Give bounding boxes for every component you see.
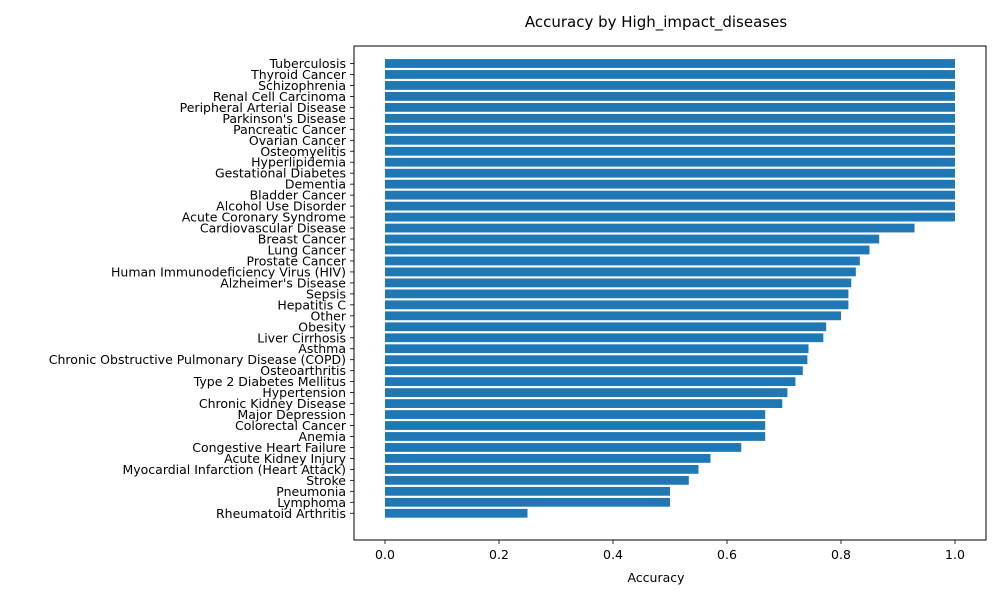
y-tick-label: Congestive Heart Failure — [192, 440, 346, 455]
x-tick-label: 0.2 — [489, 547, 509, 562]
chart-title: Accuracy by High_impact_diseases — [525, 13, 787, 32]
x-tick-label: 0.0 — [375, 547, 395, 562]
bar — [385, 486, 670, 496]
x-tick-label: 0.8 — [831, 547, 851, 562]
y-tick-label: Ovarian Cancer — [249, 133, 347, 148]
y-tick-label: Obesity — [298, 319, 346, 334]
bar — [385, 475, 689, 485]
bar — [385, 124, 955, 134]
bar — [385, 179, 955, 189]
x-axis-label: Accuracy — [627, 570, 685, 585]
bar — [385, 377, 796, 387]
y-tick-label: Colorectal Cancer — [235, 418, 347, 433]
y-tick-label: Acute Coronary Syndrome — [182, 210, 347, 225]
y-tick-label: Gestational Diabetes — [215, 166, 346, 181]
y-tick-label: Alcohol Use Disorder — [216, 199, 347, 214]
x-tick-label: 0.6 — [717, 547, 737, 562]
y-tick-label: Lung Cancer — [267, 242, 346, 257]
bar — [385, 92, 955, 101]
bar — [385, 410, 766, 419]
y-tick-label: Alzheimer's Disease — [220, 275, 346, 290]
y-tick-label: Stroke — [306, 473, 346, 488]
bar — [385, 333, 824, 343]
y-tick-label: Renal Cell Carcinoma — [213, 89, 346, 104]
y-tick-label: Tuberculosis — [268, 56, 346, 71]
y-tick-label: Prostate Cancer — [247, 253, 347, 268]
plot-frame — [353, 45, 987, 541]
bar — [385, 344, 809, 354]
bar — [385, 245, 870, 255]
y-tick-label: Myocardial Infarction (Heart Attack) — [122, 462, 346, 477]
y-tick-label: Asthma — [298, 341, 346, 356]
y-tick-label: Hepatitis C — [277, 297, 346, 312]
y-tick-label: Chronic Kidney Disease — [199, 396, 346, 411]
bar — [385, 278, 852, 288]
bar — [385, 355, 808, 365]
bar — [385, 464, 699, 474]
bar — [385, 135, 955, 145]
bar — [385, 366, 803, 376]
y-tick-label: Liver Cirrhosis — [257, 330, 346, 345]
bar — [385, 322, 827, 332]
y-tick-label: Osteomyelitis — [260, 144, 346, 159]
bar — [385, 497, 670, 507]
bar — [385, 234, 880, 244]
bar — [385, 190, 955, 200]
bar — [385, 267, 856, 277]
bar — [385, 421, 766, 430]
y-tick-label: Pneumonia — [276, 484, 346, 499]
y-tick-label: Breast Cancer — [258, 232, 347, 247]
y-tick-label: Pancreatic Cancer — [233, 122, 347, 137]
bar — [385, 146, 955, 156]
bar — [385, 70, 955, 79]
bar — [385, 168, 955, 178]
bar — [385, 432, 766, 441]
y-tick-label: Type 2 Diabetes Mellitus — [193, 374, 346, 389]
bar — [385, 212, 955, 222]
y-tick-label: Osteoarthritis — [260, 363, 346, 378]
x-axis-ticks: 0.0 0.2 0.4 0.6 0.8 1.0 — [375, 540, 965, 562]
y-tick-label: Sepsis — [306, 286, 346, 301]
y-tick-label: Acute Kidney Injury — [224, 451, 346, 466]
y-tick-label: Chronic Obstructive Pulmonary Disease (C… — [49, 352, 346, 367]
y-tick-label: Schizophrenia — [258, 78, 346, 93]
bar — [385, 102, 955, 112]
y-tick-label: Hyperlipidemia — [251, 155, 346, 170]
bar — [385, 81, 955, 90]
y-tick-label: Bladder Cancer — [250, 188, 347, 203]
y-tick-label: Major Depression — [237, 407, 346, 422]
bar — [385, 289, 849, 299]
bar — [385, 256, 860, 266]
bar — [385, 454, 711, 463]
y-tick-label: Hypertension — [262, 385, 346, 400]
y-tick-label: Parkinson's Disease — [222, 111, 346, 126]
y-tick-label: Human Immunodeficiency Virus (HIV) — [111, 264, 346, 279]
bar — [385, 388, 788, 397]
bar — [385, 157, 955, 167]
y-tick-label: Lymphoma — [277, 495, 346, 510]
bar — [385, 113, 955, 123]
bar — [385, 508, 528, 518]
y-tick-label: Thyroid Cancer — [250, 67, 347, 82]
bar — [385, 443, 742, 452]
y-tick-label: Cardiovascular Disease — [200, 221, 346, 236]
bar — [385, 201, 955, 211]
bar — [385, 311, 841, 321]
bar — [385, 223, 915, 233]
x-tick-label: 0.4 — [603, 547, 623, 562]
y-tick-label: Rheumatoid Arthritis — [216, 506, 346, 521]
bar — [385, 300, 849, 310]
y-tick-label: Peripheral Arterial Disease — [180, 100, 347, 115]
y-tick-label: Dementia — [285, 177, 346, 192]
bar — [385, 59, 955, 68]
x-tick-label: 1.0 — [945, 547, 965, 562]
bars-layer — [385, 59, 955, 518]
bar — [385, 399, 783, 408]
y-tick-label: Anemia — [299, 429, 346, 444]
y-tick-label: Other — [311, 308, 347, 323]
